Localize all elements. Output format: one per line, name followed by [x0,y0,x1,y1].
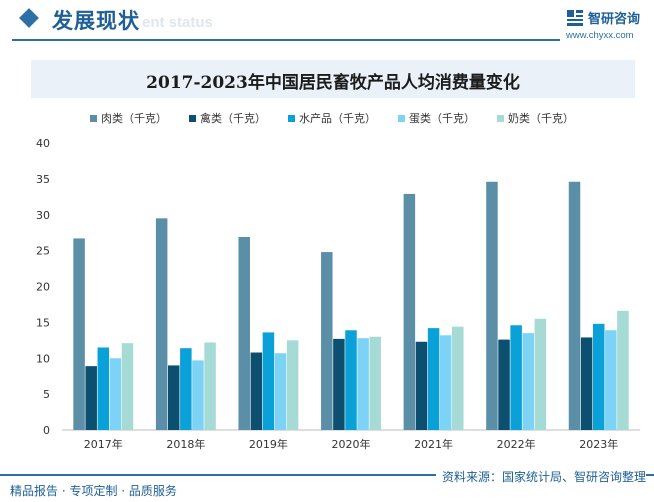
legend-item: 肉类（千克） [90,110,167,126]
chart-title-band: 2017-2023年中国居民畜牧产品人均消费量变化 [31,60,635,98]
footer-tagline: 精品报告 · 专项定制 · 品质服务 [10,484,177,498]
chart-legend: 肉类（千克） 禽类（千克） 水产品（千克） 蛋类（千克） 奶类（千克） [90,110,596,126]
bar-series-0-5 [486,181,498,430]
x-tick-label: 2020年 [332,437,371,451]
page-header: ent status 发展现状 智研咨询 www.chyxx.com [0,0,654,44]
legend-label: 肉类（千克） [101,112,167,125]
bar-series-2-5 [510,325,522,430]
bar-chart: 0 5 10 15 20 25 30 35 40 2017年 2018年 2019年 2020年 2021… [36,137,640,451]
bar-series-0-2 [238,236,250,430]
bar-series-4-6 [617,310,629,430]
bar-series-2-0 [97,347,110,430]
x-tick-label: 2018年 [166,437,205,451]
bar-series-0-3 [321,252,333,430]
legend-item: 蛋类（千克） [398,110,475,126]
y-tick-label: 5 [43,388,50,401]
bar-series-0-6 [568,181,581,430]
bar-series-3-5 [522,333,534,430]
bar-series-1-1 [168,365,180,430]
legend-item: 水产品（千克） [288,110,376,126]
bar-series-1-0 [85,366,97,430]
x-tick-label: 2021年 [414,437,453,451]
y-tick-label: 25 [36,245,50,258]
bar-series-4-5 [534,318,547,430]
x-tick-label: 2019年 [249,437,288,451]
bar-series-3-4 [439,335,452,430]
section-title: 发展现状 [52,9,140,33]
y-tick-label: 15 [36,316,50,329]
bar-series-3-0 [109,358,122,430]
bar-series-4-1 [204,342,216,430]
x-tick-label: 2022年 [497,437,536,451]
bar-series-1-4 [415,341,428,430]
legend-swatch [189,114,196,122]
bar-series-2-4 [427,328,440,430]
legend-item: 禽类（千克） [189,110,266,126]
footer-divider [0,474,654,476]
bar-series-4-0 [121,343,134,430]
bar-series-3-6 [605,330,617,430]
chart-title: 2017-2023年中国居民畜牧产品人均消费量变化 [146,73,520,93]
legend-label: 蛋类（千克） [409,112,475,125]
legend-label: 奶类（千克） [508,112,574,125]
bar-series-0-4 [403,193,416,430]
bar-series-0-0 [73,238,85,430]
bar-series-1-3 [333,338,345,430]
section-watermark: ent status [142,14,213,31]
y-tick-label: 40 [36,137,50,150]
bar-series-2-3 [345,330,357,430]
brand-url: www.chyxx.com [566,30,634,41]
bar-series-0-1 [155,218,168,430]
legend-swatch [90,114,97,122]
x-tick-label: 2017年 [84,437,123,451]
y-tick-label: 10 [36,352,50,365]
bar-series-1-5 [498,339,510,430]
y-tick-label: 35 [36,173,50,186]
legend-swatch [398,114,405,122]
bar-series-2-6 [592,323,605,430]
brand-name: 智研咨询 [588,12,641,27]
legend-label: 水产品（千克） [299,112,376,125]
bar-series-4-4 [452,326,464,430]
legend-swatch [288,114,295,122]
bar-series-1-6 [580,337,593,430]
bar-series-4-3 [369,336,381,430]
bar-series-4-2 [286,340,299,430]
x-tick-label: 2023年 [579,437,618,451]
data-source: 资料来源：国家统计局、智研咨询整理 [435,468,646,485]
brand-logo-icon [567,10,583,26]
legend-item: 奶类（千克） [497,110,574,126]
legend-label: 禽类（千克） [200,112,266,125]
legend-swatch [497,114,504,122]
y-tick-label: 30 [36,209,50,222]
bar-series-2-2 [262,332,275,430]
bar-series-3-3 [357,338,369,430]
y-tick-label: 20 [36,281,50,294]
bar-series-3-1 [192,360,204,430]
bar-series-2-1 [180,348,192,430]
bar-series-1-2 [250,352,263,430]
bar-series-3-2 [274,353,287,430]
y-tick-label: 0 [43,424,50,437]
header-divider [12,39,560,41]
